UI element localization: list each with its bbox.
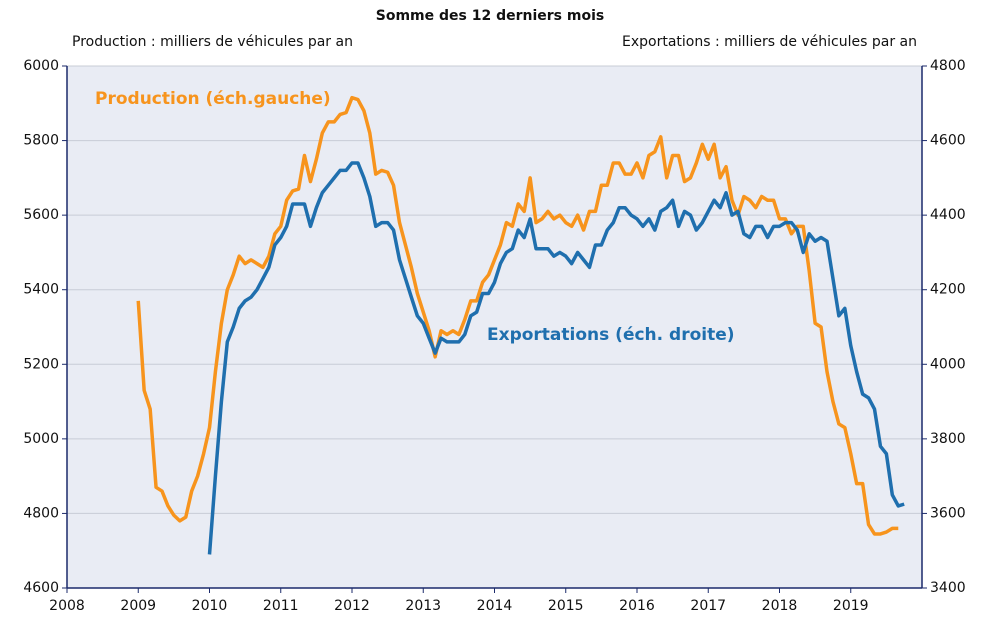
y-tick-label: 5200: [23, 356, 59, 372]
plot-area: [67, 66, 922, 588]
y2-tick-label: 4400: [930, 207, 966, 223]
annotation: Production (éch.gauche): [95, 89, 331, 109]
x-tick-label: 2018: [762, 598, 798, 614]
y2-tick-label: 3800: [930, 431, 966, 447]
x-tick-label: 2008: [49, 598, 85, 614]
y2-tick-label: 3600: [930, 505, 966, 521]
chart-title: Somme des 12 derniers mois: [376, 8, 604, 24]
annotation: Exportations (éch. droite): [487, 325, 735, 345]
y-tick-label: 6000: [23, 58, 59, 74]
series-line: [207, 161, 905, 555]
y-tick-label: 5000: [23, 431, 59, 447]
y-tick-label: 5400: [23, 282, 59, 298]
y2-axis-label: Exportations : milliers de véhicules par…: [622, 34, 917, 50]
y2-tick-label: 4800: [930, 58, 966, 74]
y-tick-label: 4800: [23, 505, 59, 521]
x-tick-label: 2013: [405, 598, 441, 614]
y-tick-label: 5600: [23, 207, 59, 223]
y-tick-label: 5800: [23, 133, 59, 149]
x-tick-label: 2017: [690, 598, 726, 614]
x-tick-label: 2009: [120, 598, 156, 614]
x-tick-label: 2012: [334, 598, 370, 614]
y2-tick-label: 4200: [930, 282, 966, 298]
y2-tick-label: 4600: [930, 133, 966, 149]
x-tick-label: 2015: [548, 598, 584, 614]
x-tick-label: 2016: [619, 598, 655, 614]
y2-tick-label: 3400: [930, 580, 966, 596]
x-tick-label: 2019: [833, 598, 869, 614]
y-axis-label: Production : milliers de véhicules par a…: [72, 34, 353, 50]
x-tick-label: 2014: [477, 598, 513, 614]
y-tick-label: 4600: [23, 580, 59, 596]
series-line: [136, 95, 899, 536]
y2-tick-label: 4000: [930, 356, 966, 372]
x-tick-label: 2011: [263, 598, 299, 614]
x-tick-label: 2010: [192, 598, 228, 614]
